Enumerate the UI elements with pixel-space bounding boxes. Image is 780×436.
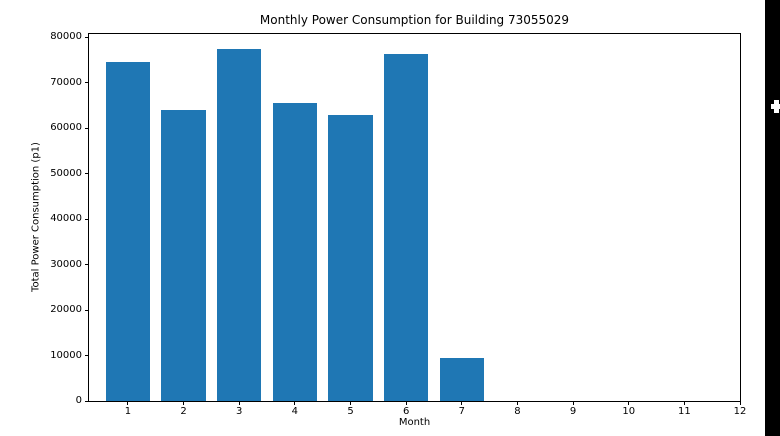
y-tick-label: 80000: [50, 31, 82, 43]
x-tick-label: 7: [458, 406, 465, 417]
x-tick-label: 6: [402, 406, 410, 417]
x-tick-mark: [739, 401, 741, 405]
cursor-plus-icon: [771, 100, 780, 113]
bar-month-3: [216, 49, 262, 401]
x-tick-label: 2: [180, 406, 187, 417]
y-tick-mark: [85, 36, 89, 38]
y-tick-mark: [85, 309, 89, 311]
x-tick-mark: [238, 401, 240, 405]
x-tick-label: 11: [677, 406, 691, 417]
x-tick-label: 5: [347, 406, 354, 417]
y-tick-label: 40000: [50, 213, 82, 225]
y-tick-label: 70000: [50, 76, 82, 88]
x-axis-label: Month: [398, 417, 431, 428]
y-axis-label: Total Power Consumption (p1): [30, 142, 42, 292]
x-tick-mark: [516, 401, 518, 405]
chart-title: Monthly Power Consumption for Building 7…: [259, 13, 570, 27]
right-black-strip: [765, 0, 780, 436]
bar-month-6: [383, 54, 429, 401]
x-tick-label: 1: [124, 406, 132, 417]
y-tick-label: 10000: [50, 349, 82, 361]
x-tick-mark: [461, 401, 463, 405]
x-tick-mark: [683, 401, 685, 405]
x-tick-label: 9: [569, 406, 577, 417]
x-tick-mark: [628, 401, 630, 405]
x-tick-mark: [405, 401, 407, 405]
y-tick-label: 50000: [50, 167, 82, 179]
y-tick-mark: [85, 355, 89, 357]
bar-month-2: [161, 109, 206, 401]
x-tick-label: 4: [291, 406, 299, 417]
y-tick-label: 0: [75, 395, 82, 406]
x-tick-mark: [294, 401, 296, 405]
y-tick-mark: [85, 82, 89, 84]
plus-horizontal-arm: [771, 104, 780, 109]
y-tick-label: 30000: [50, 258, 82, 270]
x-tick-mark: [350, 401, 351, 405]
y-tick-label: 20000: [50, 304, 82, 316]
bar-month-4: [272, 103, 318, 401]
y-tick-mark: [85, 400, 89, 402]
x-tick-mark: [572, 401, 574, 405]
x-tick-mark: [127, 401, 129, 405]
x-tick-label: 10: [622, 406, 636, 417]
x-tick-label: 12: [733, 406, 747, 417]
y-tick-mark: [85, 127, 89, 129]
x-tick-mark: [183, 401, 185, 405]
bar-month-7: [439, 357, 485, 401]
bar-month-5: [328, 114, 373, 401]
y-tick-mark: [85, 218, 89, 220]
y-tick-mark: [85, 173, 89, 175]
bar-month-1: [105, 62, 151, 401]
y-tick-mark: [85, 264, 89, 266]
x-tick-label: 3: [236, 406, 243, 417]
plot-area: 0 10000 20000 30000 40000 50000 60000 70000 8000…: [50, 32, 746, 417]
x-tick-label: 8: [514, 406, 521, 417]
y-tick-label: 60000: [50, 122, 82, 134]
